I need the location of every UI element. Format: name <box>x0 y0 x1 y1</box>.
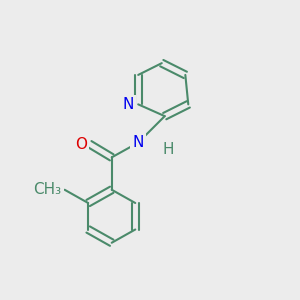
Text: N: N <box>133 135 144 150</box>
Text: N: N <box>122 97 134 112</box>
Text: CH₃: CH₃ <box>34 182 62 197</box>
Text: N: N <box>122 97 134 112</box>
Text: O: O <box>75 136 87 152</box>
Text: O: O <box>75 136 87 152</box>
Text: N: N <box>133 135 144 150</box>
Text: H: H <box>163 142 174 158</box>
Text: H: H <box>163 142 174 158</box>
Text: CH₃: CH₃ <box>34 182 62 197</box>
